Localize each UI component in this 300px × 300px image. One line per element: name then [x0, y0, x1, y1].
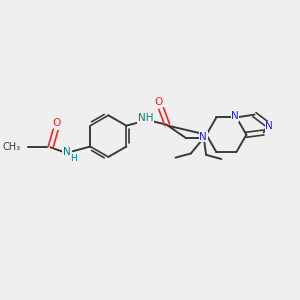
Text: H: H: [70, 154, 77, 163]
Text: N: N: [265, 121, 273, 131]
Text: O: O: [53, 118, 61, 128]
Text: N: N: [200, 132, 207, 142]
Text: N: N: [63, 147, 70, 157]
Text: N: N: [231, 111, 239, 121]
Text: NH: NH: [137, 113, 153, 124]
Text: O: O: [155, 97, 163, 106]
Text: CH₃: CH₃: [2, 142, 20, 152]
